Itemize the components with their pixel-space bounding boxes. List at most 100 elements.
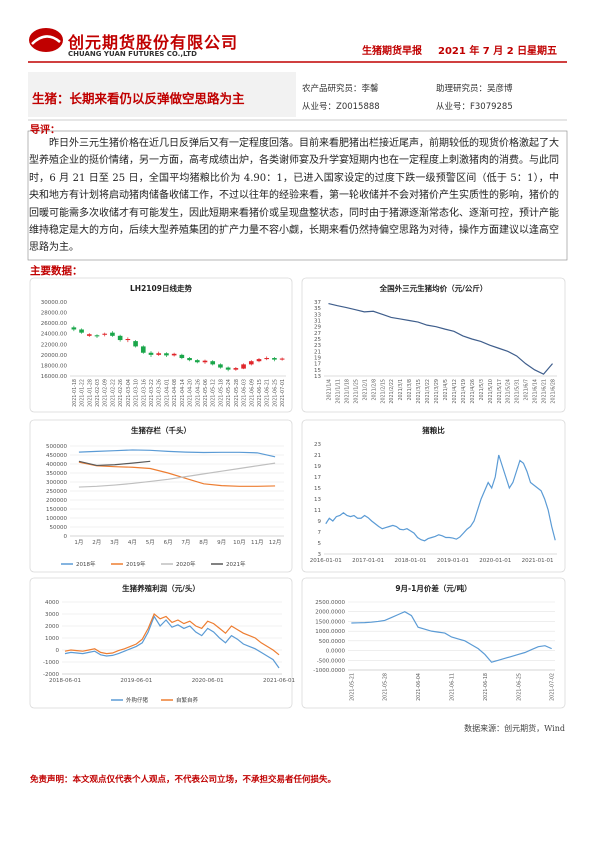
y-tick-label: 28000.00 [41,311,68,317]
candle-body [125,339,131,341]
x-tick-label: 2021-06-25 [272,379,278,407]
y-tick-label: 22000.00 [41,342,68,348]
candle-body [248,361,254,365]
y-tick-label: 20000.00 [41,353,68,359]
candle-body [148,352,154,355]
y-tick-label: 7 [318,530,322,536]
legend-label: 外购仔猪 [126,696,149,704]
chart-title: 全国外三元生猪均价（元/公斤） [379,283,488,293]
line-series [325,454,556,542]
y-tick-label: 23 [314,343,321,349]
x-tick-label: 2021-02-03 [95,379,101,407]
x-tick-label: 2021/2/1 [362,379,368,401]
candle-body [264,358,270,360]
chart-panel [301,419,566,573]
x-tick-label: 2021/4/5 [443,379,449,401]
x-tick-label: 6月 [164,539,173,546]
y-tick-label: 33 [314,312,321,318]
x-tick-label: 2021-03-26 [157,379,163,407]
y-tick-label: 25 [314,337,321,343]
x-tick-label: 2021-04-01 [164,379,170,407]
y-tick-label: 19 [314,356,321,362]
chart: 猪粮比 3 5 7 9 11 13 15 17 19 21 23 2016-01-01 2017-01-0… [301,419,566,573]
y-tick-label: 15 [314,368,321,374]
x-tick-label: 2020-06-01 [192,678,224,684]
x-tick-label: 2021-07-02 [550,673,556,701]
y-tick-label: 15 [314,486,321,492]
y-tick-label: 500000 [46,444,67,450]
candle-body [133,341,138,347]
company-name: 创元期货股份有限公司 [68,33,239,52]
x-tick-label: 2021/5/10 [488,379,494,404]
candle-body [194,360,200,363]
x-tick-label: 2021/3/1 [398,379,404,401]
x-tick-label: 2021-01-18 [72,379,78,407]
x-tick-label: 2021-02-09 [103,379,109,407]
y-tick-label: 29 [314,325,321,331]
x-tick-label: 2021-06-09 [249,379,255,407]
y-tick-label: 21 [314,349,321,355]
x-tick-label: 12月 [269,539,282,546]
x-tick-label: 2021/5/31 [515,379,521,404]
x-tick-label: 8月 [199,539,208,546]
y-tick-label: 19 [314,464,321,470]
chart-title: 生猪养殖利润（元/头） [122,583,200,593]
x-tick-label: 2021-04-26 [195,379,201,407]
candle-body [218,364,223,368]
y-tick-label: 30000.00 [41,300,68,306]
y-tick-label: 17 [314,475,321,481]
x-tick-label: 2021-06-01 [263,678,295,684]
disclaimer: 免责声明：本文观点仅代表个人观点，不代表公司立场，不承担交易者任何损失。 [30,775,337,785]
x-tick-label: 2021-06-15 [257,379,263,407]
y-tick-label: 1000.0000 [315,629,345,635]
legend-label: 2019年 [126,560,146,568]
x-tick-label: 2021-03-16 [141,379,147,407]
y-tick-label: 23 [314,442,321,448]
y-tick-label: 2000.0000 [315,610,345,616]
y-tick-label: 35 [314,306,321,312]
x-tick-label: 2021/1/4 [326,379,332,401]
legend-label: 2018年 [76,560,96,568]
x-tick-label: 2021-05-18 [218,379,224,407]
intro-box [27,130,568,261]
x-tick-label: 2月 [92,539,101,546]
y-tick-label: 500.0000 [319,639,346,645]
x-tick-label: 2021-05-12 [211,379,217,407]
candle-body [233,368,239,370]
x-tick-label: 2021-05-28 [383,673,389,701]
chart-title: LH2109日线走势 [130,283,192,293]
intro-text: 昨日外三元生猪价格在近几日反弹后又有一定程度回落。目前来看肥猪出栏接近尾声，前期… [29,138,559,254]
x-tick-label: 2021/2/15 [380,379,386,404]
report-title: 生猪：长期来看仍以反弹做空思路为主 [32,91,245,106]
x-tick-label: 2021-04-08 [172,379,178,407]
candle-body [117,335,123,341]
x-tick-label: 2021/3/15 [416,379,422,404]
x-tick-label: 2021/4/26 [470,379,476,404]
candle-body [210,361,216,365]
section-label: 主要数据： [30,265,83,277]
y-tick-label: 11 [314,508,321,514]
x-tick-label: 2021/6/14 [533,379,539,404]
candle-body [187,358,192,361]
x-tick-label: 2021-03-22 [149,379,155,407]
x-tick-label: 2017-01-01 [352,558,384,564]
line-series [64,615,280,669]
y-tick-label: 24000.00 [41,332,68,338]
x-tick-label: 2021/4/19 [461,379,467,404]
charts: LH2109日线走势 16000.00 18000.00 20000.00 22000.… [29,277,566,709]
line-series [78,461,276,487]
x-tick-label: 2020-01-01 [479,558,511,564]
y-tick-label: 0.0000 [326,649,346,655]
x-tick-label: 2021-05-28 [234,379,240,407]
analyst-role: 助理研究员：吴彦博 [436,84,513,94]
weekday: 星期五 [527,46,557,57]
chart-title: 生猪存栏（千头） [131,425,191,435]
intro-label: 导评： [30,125,60,136]
x-tick-label: 2021-02-22 [110,379,116,407]
logo-swoosh [31,35,61,45]
x-tick-label: 2021/3/8 [407,379,413,401]
title-box [28,72,296,117]
candle-body [202,360,208,363]
x-tick-label: 2019-01-01 [437,558,469,564]
y-tick-label: 31 [314,319,321,325]
